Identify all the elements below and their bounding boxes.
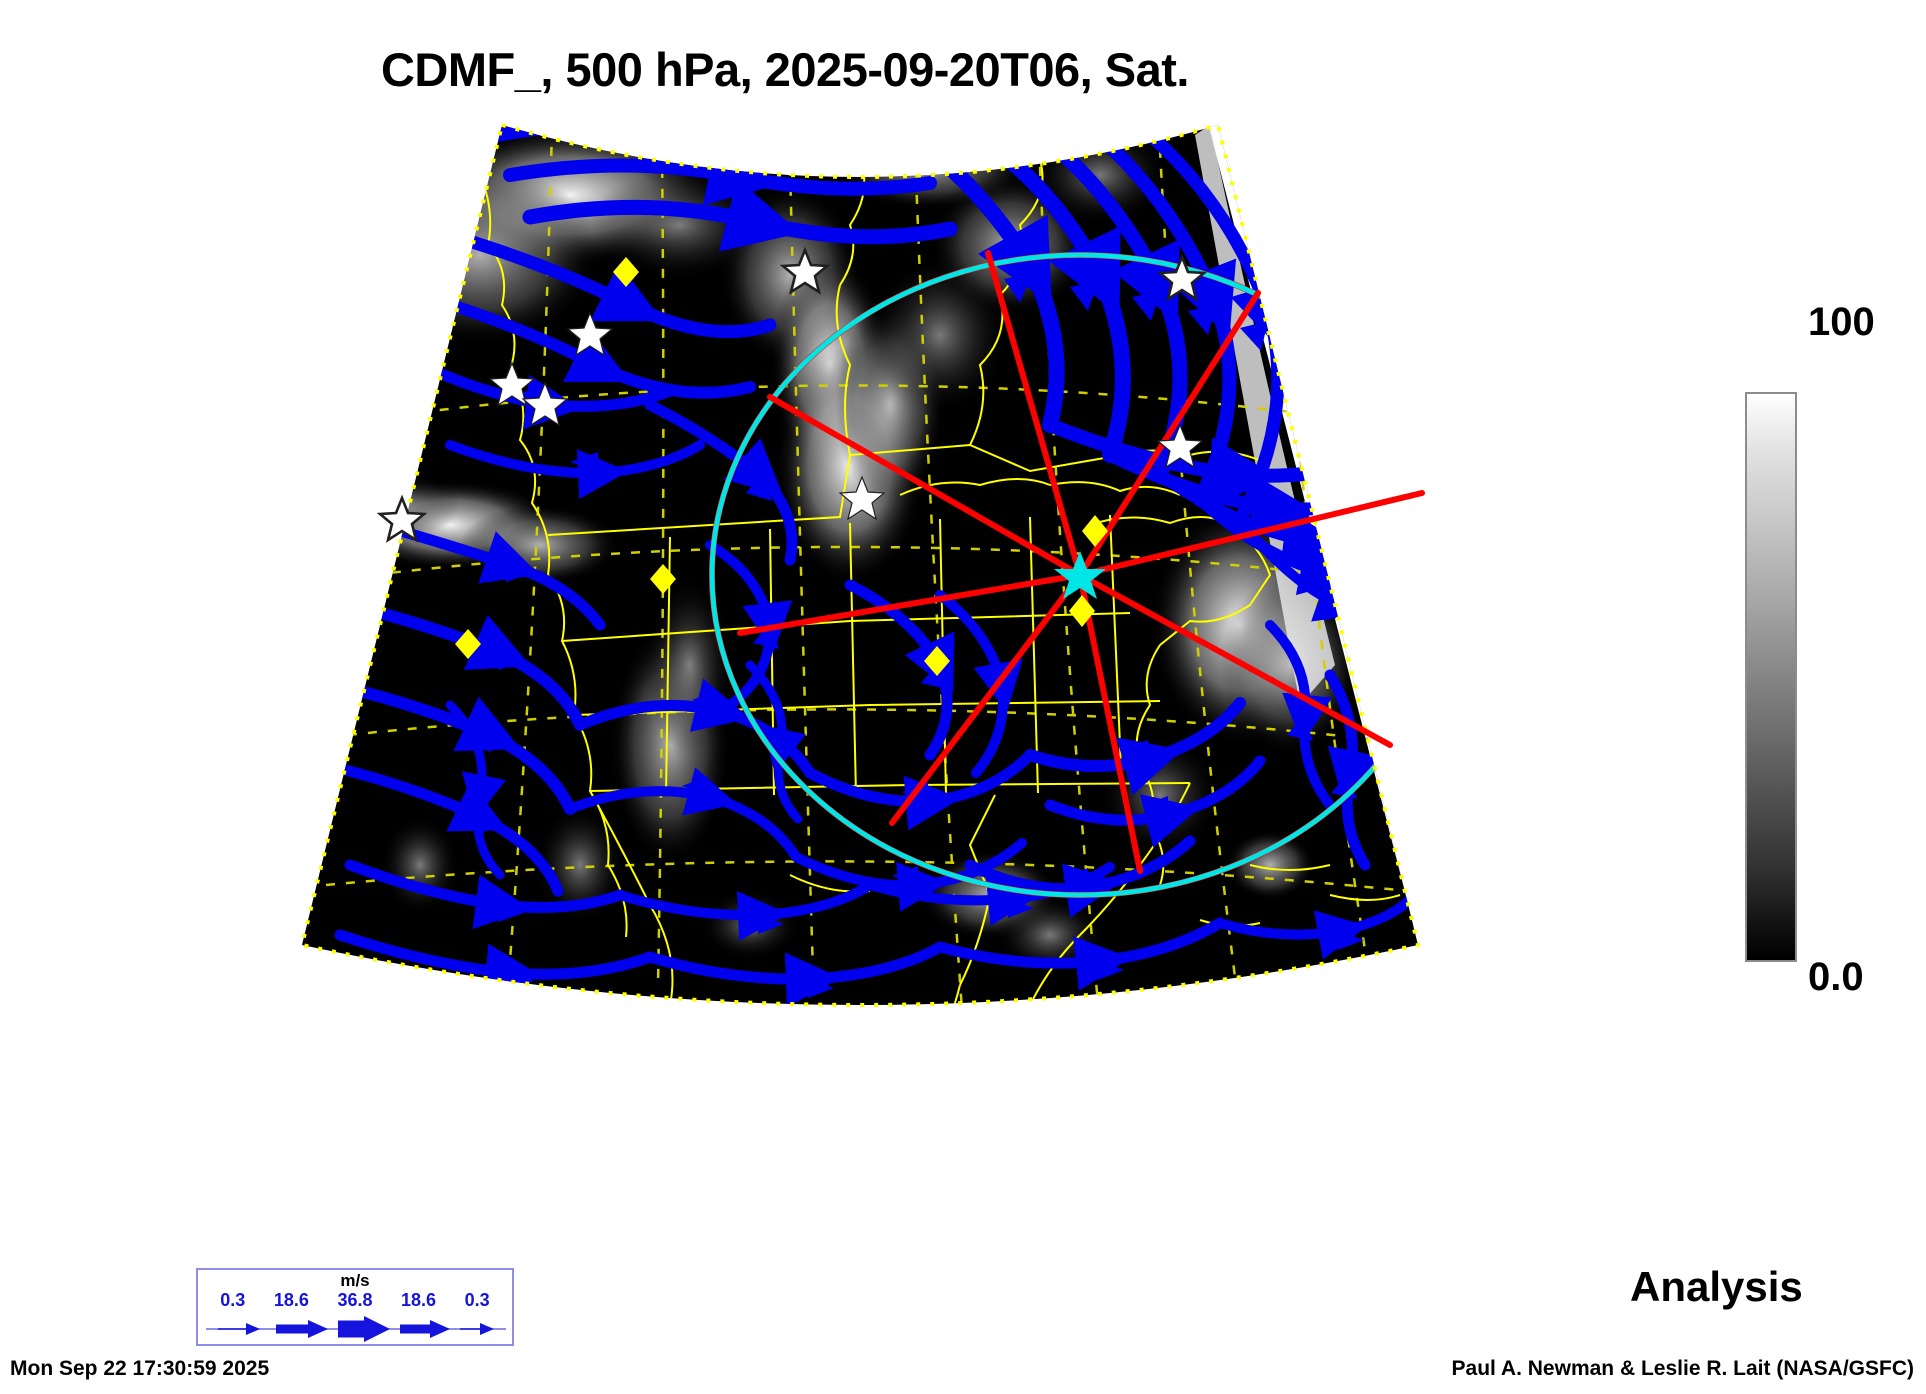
hub-star-marker[interactable] [1054,551,1106,599]
page-title: CDMF_, 500 hPa, 2025-09-20T06, Sat. [380,43,1190,96]
wind-legend-value-2: 36.8 [337,1290,373,1310]
map-markers[interactable] [376,246,1208,676]
overlay-ring-cyan [709,252,1418,898]
map-border [299,122,1421,1007]
diamond-markers[interactable] [455,257,1108,676]
colorbar [1745,392,1797,962]
colorbar-min-label: 0.0 [1808,955,1864,999]
radial-lines [737,250,1425,874]
timestamp-label: Mon Sep 22 17:30:59 2025 [10,1357,270,1380]
wind-legend-unit-label: m/s [340,1271,370,1290]
map-data-region [302,125,1418,1005]
credit-label: Paul A. Newman & Leslie R. Lait (NASA/GS… [1451,1357,1914,1380]
wind-legend-value-3: 18.6 [401,1290,437,1310]
wind-speed-legend: m/s 0.3 18.6 36.8 18.6 0.3 [196,1268,514,1346]
wind-legend-value-1: 18.6 [273,1290,309,1310]
station-star-markers[interactable] [488,311,1204,521]
station-star-outline-markers[interactable] [376,246,1208,543]
wind-legend-arrow-scale [206,1316,506,1342]
wind-legend-value-4: 0.3 [464,1290,490,1310]
wind-legend-value-0: 0.3 [220,1290,246,1310]
map-panel[interactable] [150,105,1570,1235]
colorbar-max-label: 100 [1808,300,1875,344]
map-svg[interactable] [150,105,1570,1235]
analysis-label: Analysis [1630,1263,1803,1310]
wind-legend-values: 0.3 18.6 36.8 18.6 0.3 [198,1290,512,1311]
colorbar-gradient [1745,392,1797,962]
